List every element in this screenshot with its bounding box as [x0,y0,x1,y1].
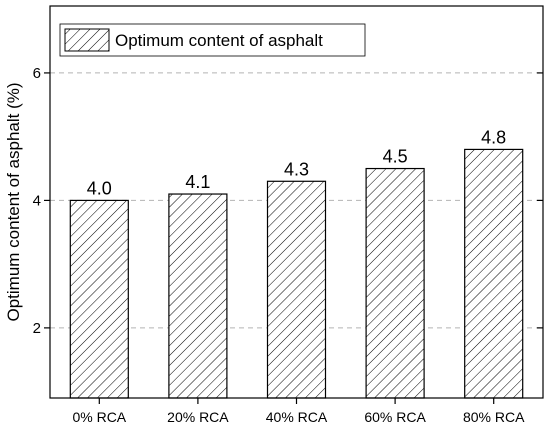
x-tick-label: 0% RCA [72,409,126,425]
bar-value-label: 4.5 [383,147,408,167]
bar-value-label: 4.0 [87,178,112,198]
legend-box [59,23,366,57]
bars [69,148,524,399]
bar [266,180,327,399]
legend-swatch [64,28,110,52]
y-tick-label: 2 [33,320,41,337]
bar [69,199,129,399]
bar-value-label: 4.1 [185,172,210,192]
data-labels: 4.0 4.1 4.3 4.5 4.8 [87,127,506,198]
y-axis-title: Optimum content of asphalt (%) [4,82,23,321]
y-tick-label: 4 [33,192,41,209]
legend: Optimum content of asphalt [59,23,366,57]
bar [464,148,524,399]
x-tick-label: 80% RCA [463,409,525,425]
bar-value-label: 4.3 [284,159,309,179]
x-tick-label: 60% RCA [364,409,426,425]
bar [168,193,228,399]
y-tick-label: 6 [33,65,41,82]
x-tick-label: 40% RCA [266,409,328,425]
x-tick-label: 20% RCA [167,409,229,425]
bar [365,167,425,399]
bar-value-label: 4.8 [481,127,506,147]
legend-label: Optimum content of asphalt [115,31,323,50]
